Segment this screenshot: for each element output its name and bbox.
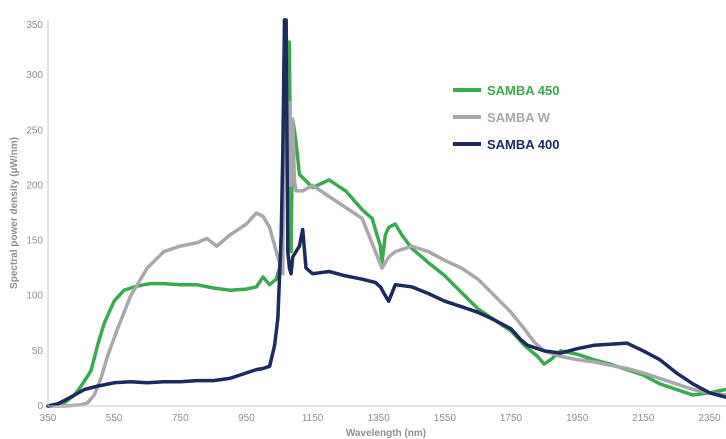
axes-layer — [47, 20, 726, 407]
y-tick-label: 350 — [26, 20, 43, 31]
series-line-1 — [46, 18, 726, 408]
x-axis-title: Wavelength (nm) — [346, 428, 426, 439]
legend-label-0: SAMBA 450 — [487, 83, 559, 98]
series-line-0 — [46, 18, 726, 408]
x-tick-label: 1150 — [302, 413, 324, 424]
y-tick-label: 100 — [26, 291, 43, 302]
y-axis-title: Spectral power density (µW/nm) — [9, 137, 20, 289]
x-tick-label: 750 — [172, 413, 189, 424]
series-line-2 — [46, 18, 726, 408]
legend-label-2: SAMBA 400 — [487, 137, 559, 152]
y-tick-label: 0 — [37, 401, 43, 412]
x-tick-label: 2150 — [632, 413, 655, 424]
x-tick-label: 350 — [40, 413, 57, 424]
legend: SAMBA 450 SAMBA W SAMBA 400 — [453, 83, 559, 152]
x-tick-label: 1350 — [368, 413, 391, 424]
y-tick-label: 50 — [32, 346, 44, 357]
x-tick-label: 1550 — [434, 413, 457, 424]
x-tick-label: 950 — [238, 413, 255, 424]
series-layer — [46, 18, 726, 408]
y-tick-label: 300 — [26, 70, 43, 81]
y-tick-label: 150 — [26, 236, 43, 247]
x-tick-label: 550 — [106, 413, 123, 424]
x-tick-labels: 350 550 750 950 1150 1350 1550 1750 1950 2150 2350 — [40, 413, 721, 424]
x-tick-label: 2350 — [698, 413, 721, 424]
x-tick-label: 1750 — [500, 413, 523, 424]
y-tick-labels: 0 50 100 150 200 250 300 350 — [26, 20, 43, 412]
x-tick-label: 1950 — [566, 413, 589, 424]
y-tick-label: 200 — [26, 180, 43, 191]
y-tick-label: 250 — [26, 125, 43, 136]
legend-label-1: SAMBA W — [487, 110, 551, 125]
